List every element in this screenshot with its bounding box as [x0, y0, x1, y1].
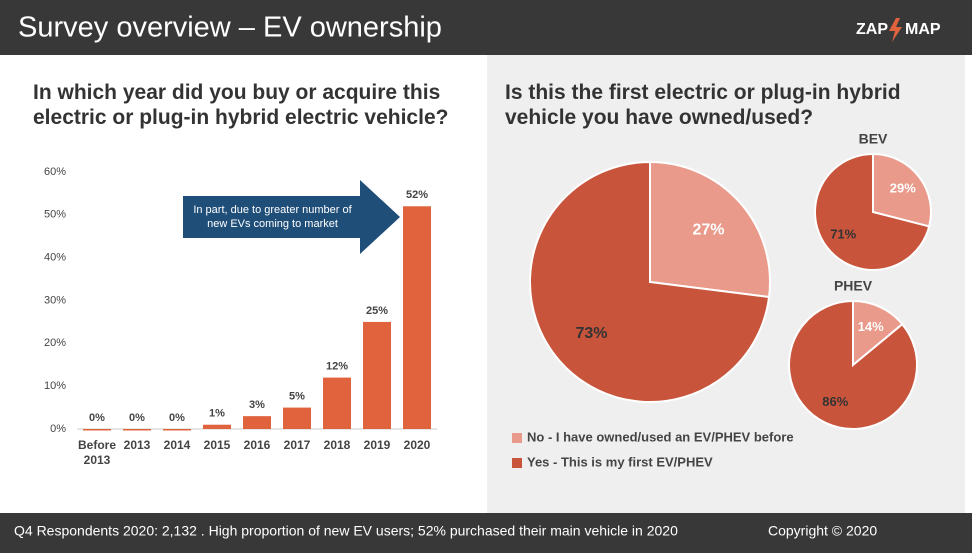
bar	[123, 429, 151, 431]
header-bar	[0, 0, 972, 55]
pie-label: 29%	[890, 180, 916, 195]
arrow-shaft	[183, 196, 361, 238]
bar	[363, 321, 391, 429]
x-tick-label: 2017	[283, 438, 311, 452]
bar	[243, 416, 271, 429]
legend-swatch	[512, 458, 522, 468]
legend-label: Yes - This is my first EV/PHEV	[527, 454, 713, 469]
x-tick-label: 2019	[363, 438, 391, 452]
bar	[163, 429, 191, 431]
logo-left: ZAP	[856, 21, 888, 38]
pie-slice	[649, 160, 771, 299]
x-tick-label: 2020	[403, 438, 431, 452]
pie-slice	[529, 160, 771, 403]
bar	[323, 377, 351, 429]
x-tick-label: 2015	[203, 438, 231, 452]
footer-bar	[0, 513, 972, 553]
y-tick-label: 60%	[44, 166, 66, 178]
legend-swatch	[512, 433, 522, 443]
value-label: 0%	[129, 412, 145, 424]
value-label: 1%	[209, 408, 225, 420]
y-tick-label: 50%	[44, 209, 66, 221]
value-label: 3%	[249, 399, 265, 411]
x-tick-label: Before 2013	[77, 438, 116, 467]
value-label: 52%	[406, 189, 428, 201]
arrow-head	[360, 180, 400, 254]
pie-label: 86%	[822, 394, 848, 409]
x-tick-label: 2018	[323, 438, 351, 452]
logo-bolt	[889, 18, 902, 42]
y-tick-label: 40%	[44, 252, 66, 264]
legend-label: No - I have owned/used an EV/PHEV before	[527, 429, 794, 444]
footer-copyright: Copyright © 2020	[768, 523, 877, 539]
x-tick-label: 2013	[123, 438, 151, 452]
pie-title: BEV	[859, 131, 888, 147]
pie-slice	[814, 152, 931, 271]
pie-label: 73%	[575, 325, 607, 342]
value-label: 0%	[89, 412, 105, 424]
value-label: 5%	[289, 390, 305, 402]
header-title: Survey overview – EV ownership	[18, 12, 442, 44]
bar	[283, 407, 311, 429]
x-tick-label: 2016	[243, 438, 271, 452]
logo-right: MAP	[905, 21, 941, 38]
pie-slice	[872, 152, 932, 228]
pie-label: 27%	[692, 222, 724, 239]
pie-slice	[852, 299, 904, 368]
bar	[203, 424, 231, 429]
annotation: In part, due to greater number of new EV…	[193, 204, 352, 230]
pie-label: 71%	[830, 227, 856, 242]
pie-title: Is this the first electric or plug-in hy…	[505, 81, 901, 129]
bar-title: In which year did you buy or acquire thi…	[33, 81, 449, 129]
y-tick-label: 30%	[44, 294, 66, 306]
value-label: 12%	[326, 361, 348, 373]
x-tick-label: 2014	[163, 438, 191, 452]
footer-note: Q4 Respondents 2020: 2,132 . High propor…	[14, 523, 678, 539]
bar	[403, 206, 431, 429]
y-tick-label: 20%	[44, 337, 66, 349]
value-label: 25%	[366, 305, 388, 317]
y-tick-label: 10%	[44, 380, 66, 392]
pie-label: 14%	[858, 319, 884, 334]
bar	[83, 429, 111, 431]
y-tick-label: 0%	[50, 423, 66, 435]
pie-title: PHEV	[834, 278, 873, 294]
value-label: 0%	[169, 412, 185, 424]
pie-slice	[788, 299, 918, 430]
